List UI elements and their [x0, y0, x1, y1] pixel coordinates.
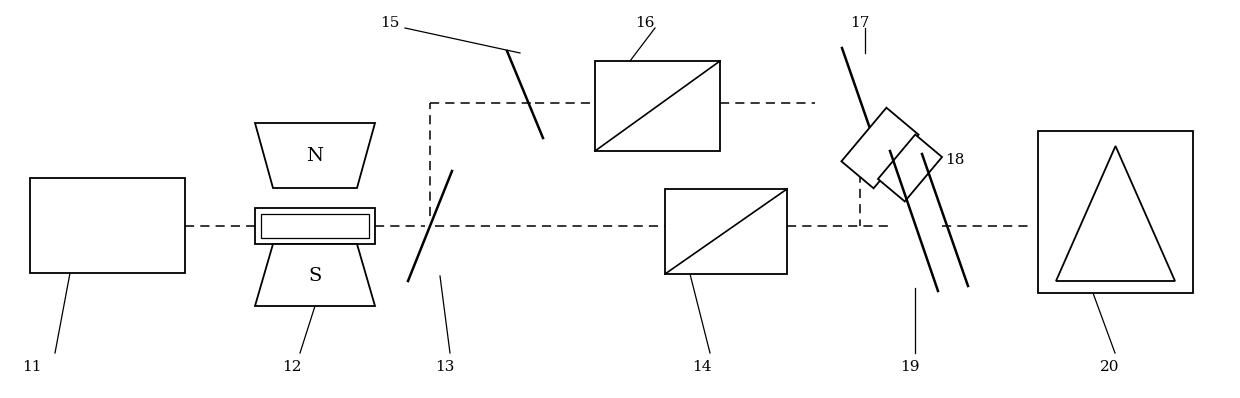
- Text: 12: 12: [283, 360, 301, 374]
- Text: 14: 14: [692, 360, 712, 374]
- Text: 11: 11: [22, 360, 42, 374]
- Polygon shape: [1056, 146, 1176, 281]
- Text: 18: 18: [945, 153, 965, 167]
- Text: 13: 13: [435, 360, 455, 374]
- Text: S: S: [309, 267, 321, 285]
- Polygon shape: [878, 135, 942, 201]
- Polygon shape: [255, 244, 374, 306]
- Polygon shape: [842, 108, 919, 188]
- Bar: [255, 208, 374, 244]
- Bar: [595, 61, 720, 151]
- Bar: [260, 214, 370, 238]
- Bar: [1038, 131, 1193, 293]
- Bar: [665, 189, 787, 274]
- Polygon shape: [255, 123, 374, 188]
- Text: 20: 20: [1100, 360, 1120, 374]
- Text: 16: 16: [635, 16, 655, 30]
- Text: 15: 15: [381, 16, 399, 30]
- Text: N: N: [306, 147, 324, 165]
- Text: 17: 17: [851, 16, 869, 30]
- Bar: [30, 178, 185, 273]
- Text: 19: 19: [900, 360, 920, 374]
